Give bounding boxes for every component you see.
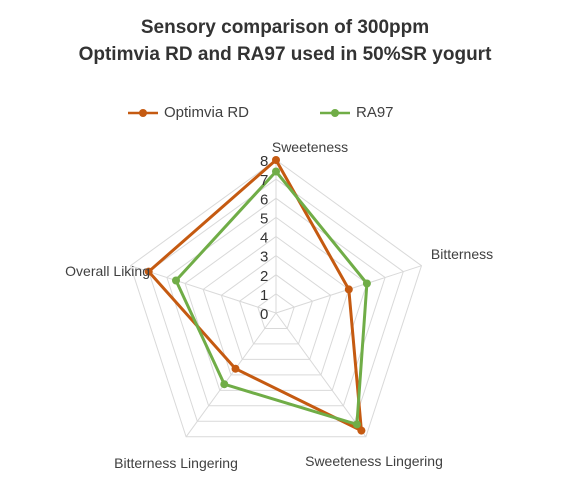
legend-item-series-2: RA97 <box>320 104 394 121</box>
series-line-2 <box>174 170 369 426</box>
grid-ring-8 <box>129 159 423 438</box>
legend-item-series-1: Optimvia RD <box>128 104 249 121</box>
legend-label-series-1: Optimvia RD <box>164 104 250 121</box>
axis-label-3: Sweeteness Lingering <box>305 453 443 469</box>
data-point-series-2-4 <box>220 380 229 389</box>
tick-label-4: 4 <box>260 230 268 247</box>
legend-marker-series-1 <box>128 108 158 117</box>
spoke-4 <box>185 312 277 438</box>
tick-label-5: 5 <box>260 210 268 227</box>
tick-label-2: 2 <box>260 268 268 285</box>
data-point-series-2-5 <box>172 276 180 285</box>
legend: Optimvia RD RA97 <box>0 104 570 128</box>
grid-ring-6 <box>166 197 386 407</box>
grid-ring-7 <box>148 178 404 422</box>
tick-label-1: 1 <box>260 287 268 304</box>
tick-label-6: 6 <box>260 191 268 208</box>
chart-title-line1: Sensory comparison of 300ppm <box>140 17 430 38</box>
axis-label-2: Bitterness <box>431 246 493 262</box>
series-line-1 <box>147 158 363 433</box>
tick-label-7: 7 <box>260 172 268 189</box>
axis-label-5: Overall Liking <box>65 263 150 279</box>
data-point-series-1-2 <box>344 285 353 294</box>
axis-label-1: Sweeteness <box>272 139 348 155</box>
grid-ring-1 <box>257 293 295 329</box>
grid-ring-3 <box>220 254 332 360</box>
spoke-3 <box>275 312 367 438</box>
data-point-series-1-1 <box>272 156 280 164</box>
data-point-series-2-2 <box>362 279 371 288</box>
spoke-5 <box>130 265 277 314</box>
chart-title: Sensory comparison of 300ppm Optimvia RD… <box>0 14 570 68</box>
tick-label-3: 3 <box>260 249 268 266</box>
legend-label-series-2: RA97 <box>356 104 394 121</box>
grid-ring-5 <box>184 216 368 391</box>
tick-label-8: 8 <box>260 153 268 170</box>
grid-ring-4 <box>202 235 350 376</box>
data-point-series-1-3 <box>357 426 366 435</box>
legend-marker-series-2 <box>320 108 350 117</box>
data-point-series-2-3 <box>352 420 361 429</box>
data-point-series-1-4 <box>231 364 240 373</box>
axis-label-4: Bitterness Lingering <box>114 455 238 471</box>
data-point-series-2-1 <box>272 167 280 176</box>
grid-ring-2 <box>239 274 313 345</box>
tick-label-0: 0 <box>260 306 268 323</box>
chart-title-line2: Optimvia RD and RA97 used in 50%SR yogur… <box>78 44 492 65</box>
data-point-series-1-5 <box>144 267 153 276</box>
